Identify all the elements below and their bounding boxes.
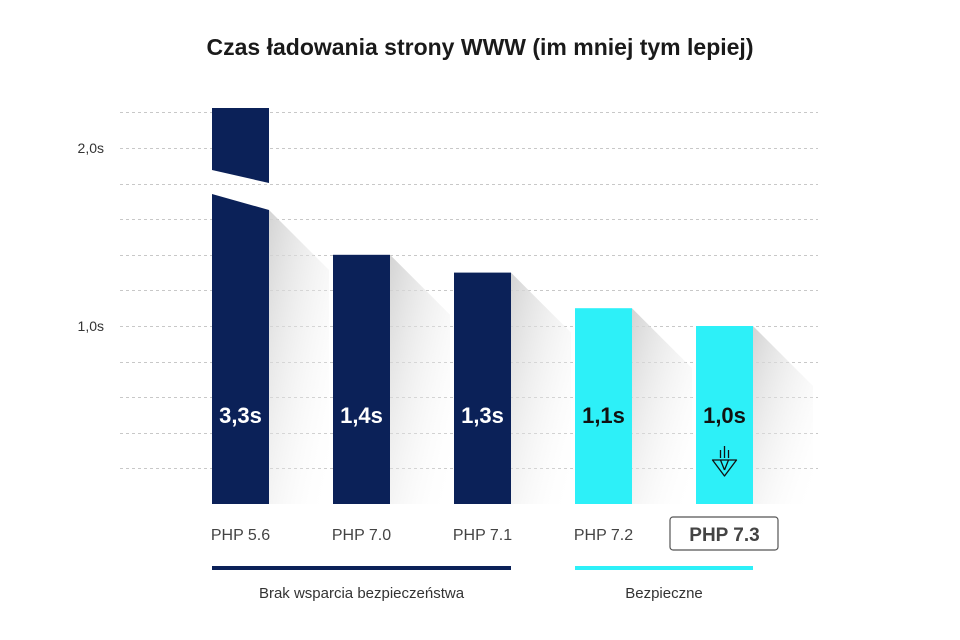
bar-shadow	[511, 272, 571, 504]
category-label: PHP 7.0	[332, 527, 391, 544]
y-tick-label: 2,0s	[78, 140, 104, 156]
value-label: 3,3s	[219, 403, 262, 428]
value-labels: 3,3s 1,4s 1,3s 1,1s 1,0s	[219, 403, 746, 477]
bar-shadow	[632, 308, 692, 504]
bar-shadows	[269, 210, 813, 504]
value-label: 1,3s	[461, 403, 504, 428]
bar-shadow	[390, 254, 450, 504]
bar	[212, 194, 269, 504]
bar-shadow	[269, 210, 329, 504]
value-label: 1,0s	[703, 403, 746, 428]
highlight-box	[669, 516, 779, 551]
category-label: PHP 7.3	[689, 525, 759, 546]
chart-title: Czas ładowania strony WWW (im mniej tym …	[206, 34, 754, 60]
category-label: PHP 5.6	[211, 527, 270, 544]
group-underline	[212, 566, 511, 570]
group-label: Bezpieczne	[625, 585, 703, 602]
bars	[212, 108, 753, 504]
value-label: 1,1s	[582, 403, 625, 428]
group-legend: Brak wsparcia bezpieczeństwa Bezpieczne	[212, 566, 753, 602]
y-axis-ticks: 1,0s 2,0s	[78, 140, 104, 334]
bar	[454, 272, 511, 504]
category-label: PHP 7.2	[574, 527, 633, 544]
rocket-icon	[711, 446, 738, 477]
value-label: 1,4s	[340, 403, 383, 428]
bar	[212, 108, 269, 183]
group-label: Brak wsparcia bezpieczeństwa	[259, 585, 465, 602]
category-label: PHP 7.1	[453, 527, 512, 544]
bar-shadow	[753, 326, 813, 504]
y-tick-label: 1,0s	[78, 318, 104, 334]
x-axis-categories: PHP 5.6 PHP 7.0 PHP 7.1 PHP 7.2 PHP 7.3	[211, 516, 779, 551]
bar	[575, 308, 632, 504]
bar	[696, 326, 753, 504]
bar	[333, 254, 390, 504]
group-underline	[575, 566, 753, 570]
